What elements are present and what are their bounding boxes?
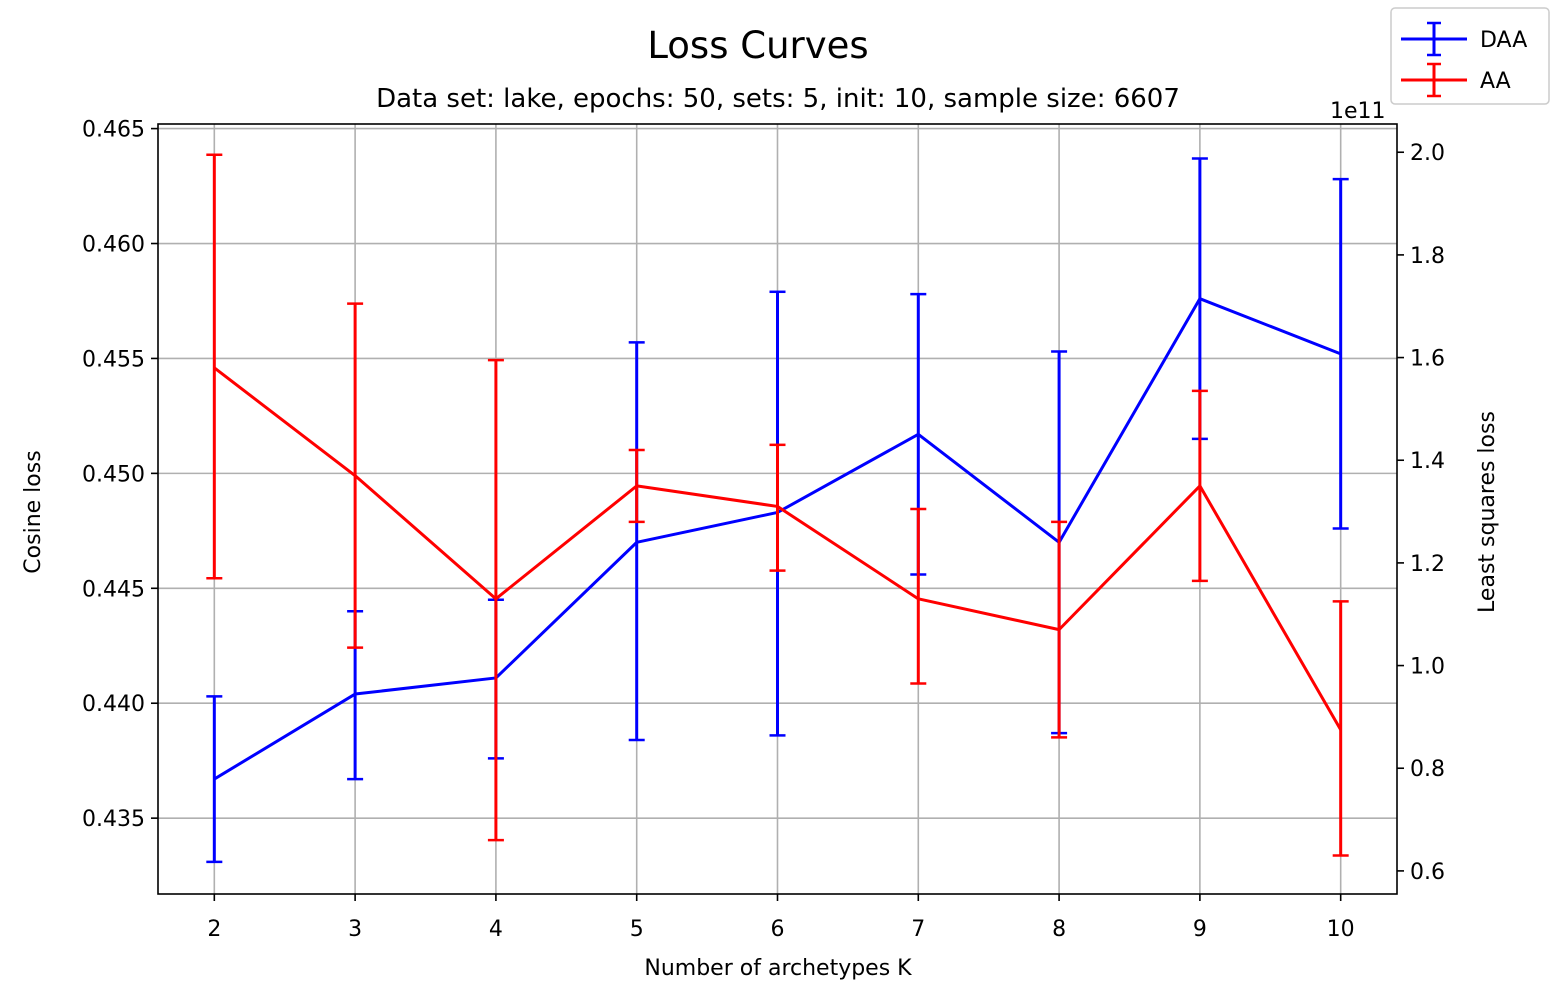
y-tick-label-right: 0.6 bbox=[1410, 860, 1445, 885]
legend-entry-daa: DAA bbox=[1401, 21, 1527, 57]
y-tick-label-right: 1.0 bbox=[1410, 655, 1445, 680]
x-tick-label: 2 bbox=[207, 917, 221, 942]
y-tick-label-right: 1.2 bbox=[1410, 552, 1445, 577]
chart-subtitle: Data set: lake, epochs: 50, sets: 5, ini… bbox=[376, 84, 1180, 114]
y-axis-label-left: Cosine loss bbox=[21, 450, 46, 573]
y-tick-label-right: 1.8 bbox=[1410, 244, 1445, 269]
series-aa bbox=[206, 153, 1349, 857]
legend-entry-aa: AA bbox=[1401, 62, 1511, 98]
x-tick-label: 4 bbox=[489, 917, 503, 942]
x-tick-label: 8 bbox=[1052, 917, 1066, 942]
axes: 2 3 4 5 6 7 8 9 10 0.435 0.440 0.445 0.450 0.455 0.460… bbox=[82, 118, 1445, 942]
y-tick-label-left: 0.440 bbox=[82, 692, 145, 717]
legend-label-aa: AA bbox=[1480, 69, 1511, 94]
x-tick-label: 9 bbox=[1193, 917, 1207, 942]
y-tick-label-left: 0.455 bbox=[82, 347, 145, 372]
y-tick-label-left: 0.435 bbox=[82, 807, 145, 832]
y-tick-label-left: 0.465 bbox=[82, 118, 145, 143]
y-tick-label-right: 0.8 bbox=[1410, 757, 1445, 782]
x-tick-label: 3 bbox=[348, 917, 362, 942]
y-tick-label-right: 1.4 bbox=[1410, 449, 1445, 474]
y-axis-label-right: Least squares loss bbox=[1475, 411, 1500, 613]
x-axis-label: Number of archetypes K bbox=[644, 956, 912, 981]
line-aa bbox=[213, 366, 1342, 731]
legend: DAA AA bbox=[1390, 7, 1550, 105]
x-tick-label: 6 bbox=[771, 917, 785, 942]
y-tick-label-left: 0.445 bbox=[82, 577, 145, 602]
x-tick-label: 5 bbox=[630, 917, 644, 942]
y-tick-label-left: 0.450 bbox=[82, 462, 145, 487]
y-tick-label-right: 2.0 bbox=[1410, 141, 1445, 166]
x-tick-label: 7 bbox=[911, 917, 925, 942]
y-tick-label-right: 1.6 bbox=[1410, 347, 1445, 372]
legend-frame bbox=[1390, 7, 1550, 105]
series-layer bbox=[206, 153, 1349, 864]
chart-title: Loss Curves bbox=[647, 24, 868, 67]
y-tick-label-left: 0.460 bbox=[82, 233, 145, 258]
x-tick-label: 10 bbox=[1327, 917, 1355, 942]
plot-frame bbox=[157, 123, 1398, 895]
right-axis-offset-text: 1e11 bbox=[1330, 99, 1386, 124]
legend-label-daa: DAA bbox=[1480, 28, 1527, 53]
